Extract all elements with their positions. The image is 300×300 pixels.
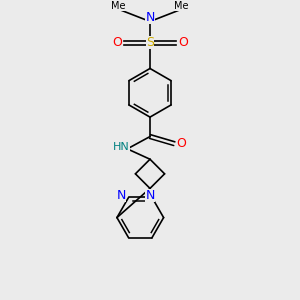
Text: O: O	[178, 36, 188, 49]
Text: Me: Me	[174, 1, 189, 11]
Text: HN: HN	[113, 142, 130, 152]
Text: Me: Me	[111, 1, 126, 11]
Text: O: O	[176, 137, 186, 150]
Text: N: N	[145, 11, 155, 24]
Text: N: N	[117, 189, 126, 202]
Text: N: N	[145, 189, 155, 202]
Text: O: O	[112, 36, 122, 49]
Text: S: S	[146, 36, 154, 49]
